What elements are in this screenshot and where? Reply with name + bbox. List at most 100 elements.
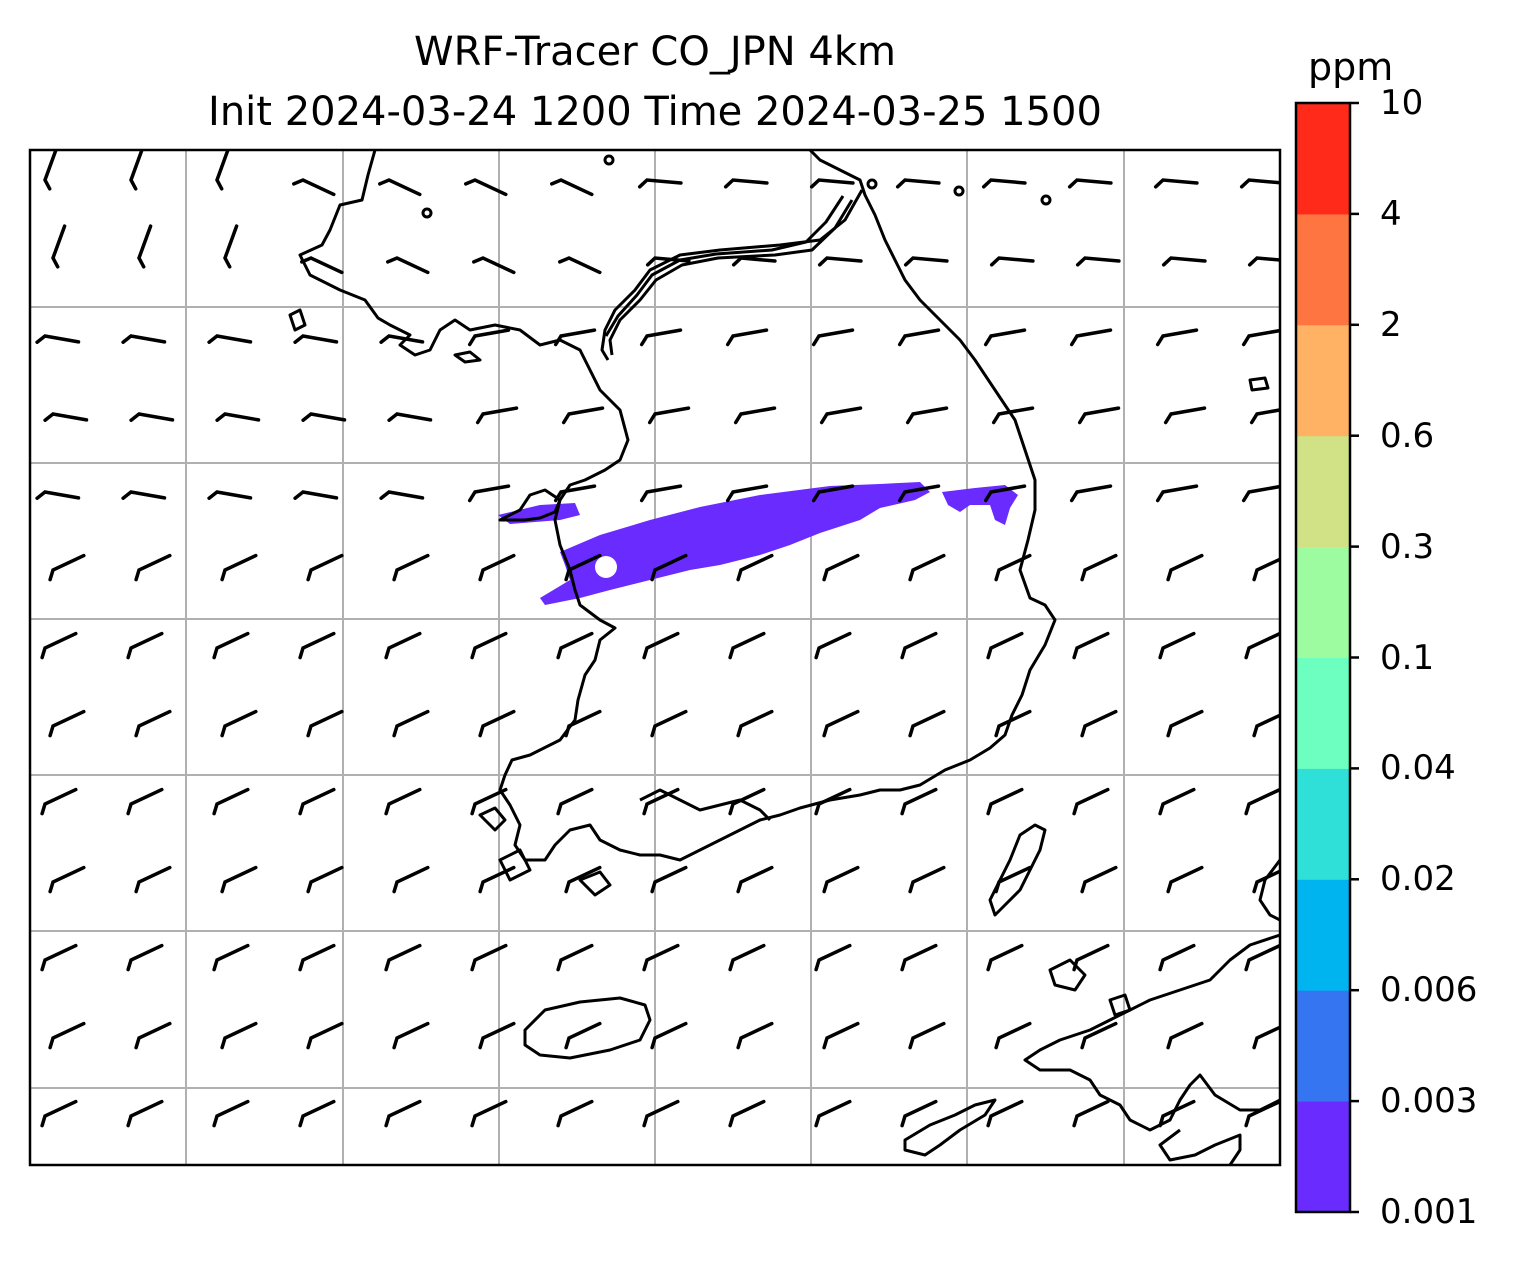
wind-barb bbox=[728, 787, 766, 816]
wind-barb bbox=[736, 553, 774, 582]
wind-barb bbox=[126, 631, 164, 660]
wind-barb bbox=[298, 631, 336, 660]
wind-barb bbox=[470, 943, 508, 972]
wind-barb bbox=[51, 224, 67, 269]
wind-barb bbox=[553, 484, 597, 503]
wind-barb bbox=[212, 631, 250, 660]
wind-barb bbox=[564, 709, 602, 738]
wind-barb bbox=[298, 787, 336, 816]
wind-barb bbox=[900, 943, 938, 972]
coastlines bbox=[288, 150, 1280, 1165]
wind-barb bbox=[983, 328, 1027, 347]
colorbar-tick-label: 0.02 bbox=[1380, 859, 1456, 900]
colorbar-segment bbox=[1296, 1101, 1350, 1213]
wind-barb bbox=[384, 787, 422, 816]
wind-barb bbox=[1166, 1021, 1204, 1050]
wind-barb bbox=[1072, 943, 1110, 972]
wind-barb bbox=[642, 943, 680, 972]
wind-barb bbox=[645, 256, 691, 267]
colorbar-tick-label: 0.001 bbox=[1380, 1192, 1478, 1232]
wind-barb bbox=[731, 256, 777, 267]
wind-barb bbox=[1252, 713, 1280, 738]
wind-barb bbox=[994, 1021, 1032, 1050]
wind-barb bbox=[478, 709, 516, 738]
wind-barb bbox=[991, 406, 1035, 425]
wind-barb bbox=[981, 178, 1027, 189]
wind-barb bbox=[986, 943, 1024, 972]
wind-barb bbox=[470, 1099, 508, 1128]
wind-barb bbox=[1244, 1099, 1280, 1128]
wind-barb bbox=[392, 709, 430, 738]
wind-barb bbox=[994, 709, 1032, 738]
wind-barb bbox=[811, 484, 855, 503]
wind-barb bbox=[994, 865, 1032, 894]
colorbar-tick-label: 0.1 bbox=[1380, 637, 1435, 678]
wind-barb bbox=[392, 1021, 430, 1050]
wind-barb bbox=[908, 865, 946, 894]
wind-barb bbox=[1241, 328, 1280, 347]
wind-barb bbox=[1158, 631, 1196, 660]
wind-barb bbox=[301, 412, 347, 422]
wind-barb bbox=[1155, 484, 1199, 503]
wind-barb bbox=[134, 709, 172, 738]
wind-barb bbox=[637, 178, 683, 189]
wind-barb bbox=[1249, 408, 1280, 425]
wind-barb bbox=[1239, 178, 1280, 189]
wind-barb bbox=[223, 224, 239, 269]
wind-barb bbox=[650, 709, 688, 738]
wind-barb bbox=[1247, 256, 1280, 267]
wind-barb bbox=[553, 328, 597, 347]
wind-barb bbox=[1244, 943, 1280, 972]
wind-barb bbox=[986, 787, 1024, 816]
wind-barb bbox=[650, 553, 688, 582]
wind-barb bbox=[650, 1021, 688, 1050]
wind-barb bbox=[220, 1021, 258, 1050]
wind-barb bbox=[1166, 865, 1204, 894]
wind-barb bbox=[822, 1021, 860, 1050]
wind-barb bbox=[905, 406, 949, 425]
wind-barb bbox=[728, 1099, 766, 1128]
colorbar-segment bbox=[1296, 768, 1350, 880]
wind-barb bbox=[478, 1021, 516, 1050]
colorbar-tick-label: 4 bbox=[1380, 193, 1402, 234]
wind-barb bbox=[215, 150, 230, 191]
wind-barb bbox=[1252, 557, 1280, 582]
wind-barb bbox=[1252, 1025, 1280, 1050]
wind-barb bbox=[1072, 1099, 1110, 1128]
colorbar-unit-label: ppm bbox=[1308, 45, 1394, 89]
wind-barb bbox=[212, 787, 250, 816]
wind-barb bbox=[822, 865, 860, 894]
colorbar-segment bbox=[1296, 324, 1350, 437]
wind-barb bbox=[1163, 406, 1207, 425]
colorbar-tick-label: 10 bbox=[1380, 83, 1424, 123]
wind-barb bbox=[40, 1099, 78, 1128]
wind-barb bbox=[728, 943, 766, 972]
colorbar-tick-label: 0.04 bbox=[1380, 748, 1456, 789]
wind-barb bbox=[1252, 869, 1280, 894]
wind-barb bbox=[129, 412, 175, 422]
wind-barb bbox=[1158, 1099, 1196, 1128]
wind-barb bbox=[392, 865, 430, 894]
colorbar-segment bbox=[1296, 879, 1350, 991]
wind-barb bbox=[384, 1099, 422, 1128]
wind-barb bbox=[478, 865, 516, 894]
wind-barb bbox=[475, 406, 519, 425]
wind-barb bbox=[556, 943, 594, 972]
wind-barb bbox=[220, 709, 258, 738]
wind-barb bbox=[1069, 328, 1113, 347]
wind-barb bbox=[40, 787, 78, 816]
wind-barb bbox=[1080, 1021, 1118, 1050]
wind-barb bbox=[48, 553, 86, 582]
wind-barb bbox=[736, 709, 774, 738]
wind-barb bbox=[293, 334, 339, 344]
wind-barb bbox=[814, 1099, 852, 1128]
wind-barb bbox=[121, 490, 167, 500]
wind-barb bbox=[819, 406, 863, 425]
wind-barb bbox=[647, 406, 691, 425]
wind-barb bbox=[220, 865, 258, 894]
colorbar bbox=[1294, 101, 1359, 1214]
wind-barb bbox=[48, 1021, 86, 1050]
wind-barb bbox=[642, 631, 680, 660]
wind-barb bbox=[384, 943, 422, 972]
